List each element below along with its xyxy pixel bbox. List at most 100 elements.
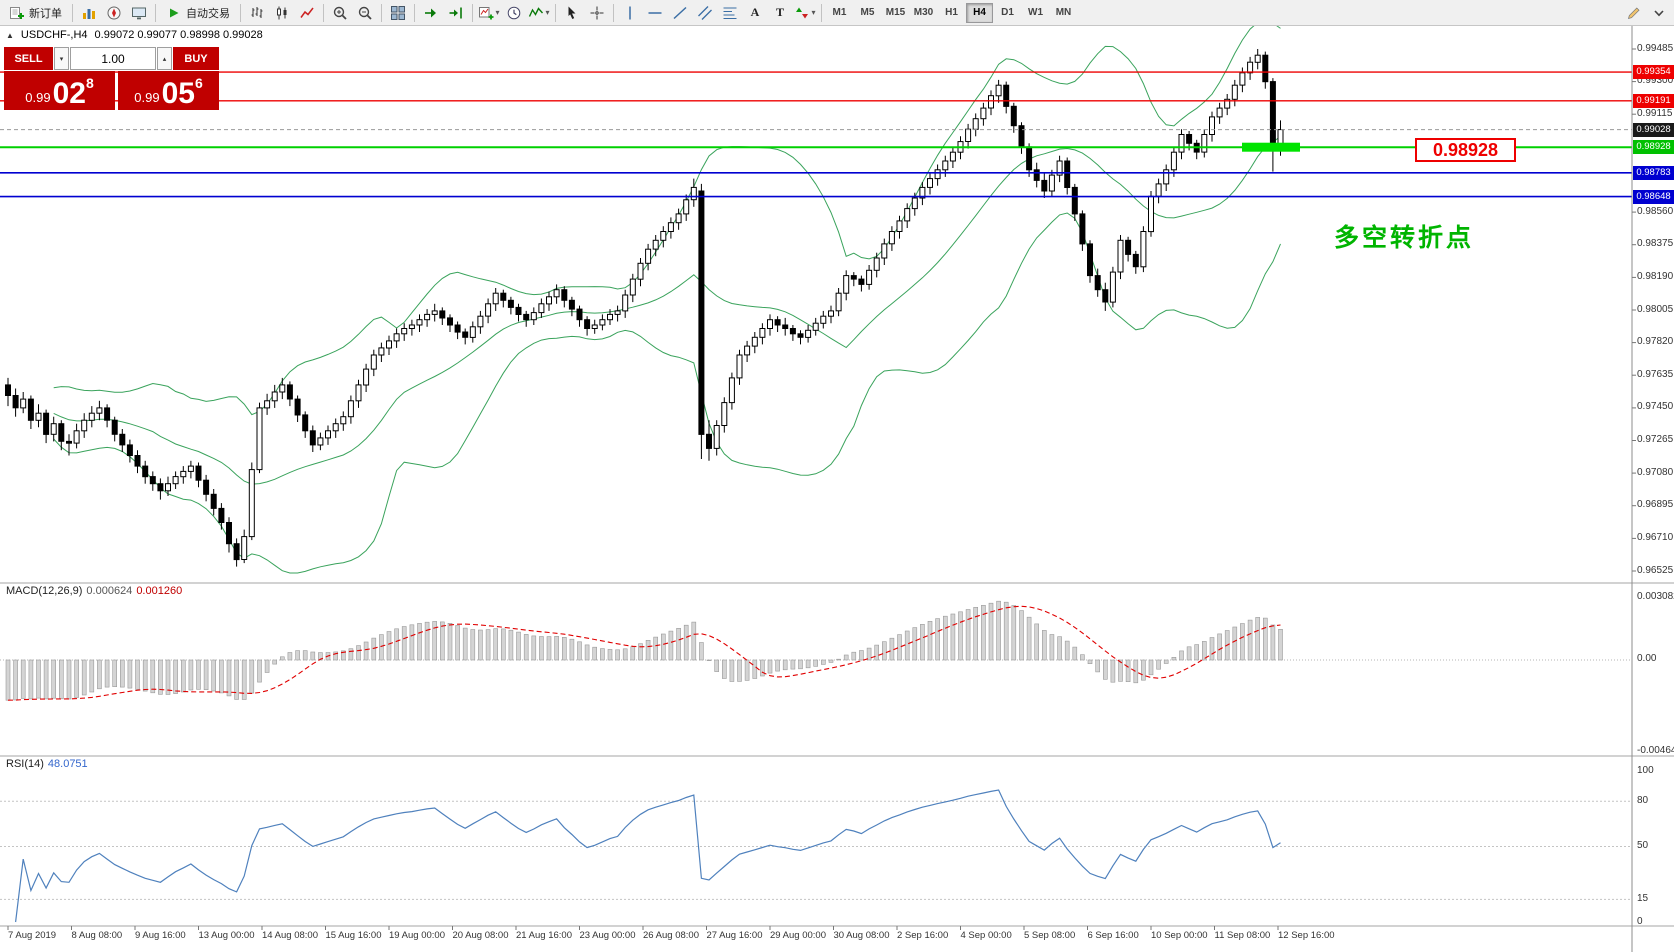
toolbar-separator (613, 3, 614, 22)
auto-scroll-button[interactable] (419, 2, 443, 24)
volume-input[interactable] (70, 47, 156, 70)
date-axis-label: 5 Sep 08:00 (1024, 930, 1076, 941)
timeframe-w1[interactable]: W1 (1028, 7, 1043, 18)
macd-pane[interactable] (0, 600, 1632, 701)
vertical-line-button[interactable] (618, 2, 642, 24)
volume-increase-button[interactable]: ▴ (157, 47, 172, 70)
new-chart-button[interactable]: ▾ (477, 2, 501, 24)
text-label-button[interactable]: T (768, 2, 792, 24)
line-chart-icon (299, 5, 315, 21)
zoom-in-button[interactable] (328, 2, 352, 24)
crosshair-button[interactable] (585, 2, 609, 24)
toolbar-separator (155, 3, 156, 22)
rsi-pane[interactable] (0, 789, 1632, 923)
trendline-icon (672, 5, 688, 21)
candle (492, 292, 499, 305)
candle (828, 310, 834, 317)
text-button[interactable]: A (743, 2, 767, 24)
arrows-button[interactable]: ▾ (793, 2, 817, 24)
date-axis-label: 2 Sep 16:00 (897, 930, 949, 941)
chart-shift-button[interactable] (444, 2, 468, 24)
candle (393, 333, 400, 342)
text-label-button-glyph: T (775, 5, 784, 19)
price-annotation-box: 0.98928 (1415, 138, 1516, 162)
date-axis-label: 20 Aug 08:00 (452, 930, 509, 941)
price-tag: 0.99028 (1633, 122, 1674, 137)
auto-trading-button[interactable]: 自动交易 (160, 2, 236, 24)
candle (614, 310, 621, 315)
timeframe-mn[interactable]: MN (1055, 7, 1072, 18)
candle (226, 522, 232, 545)
terminal-button[interactable] (127, 2, 151, 24)
zoom-out-button[interactable] (353, 2, 377, 24)
candlestick-chart-button[interactable] (270, 2, 294, 24)
horizontal-line-button[interactable] (643, 2, 667, 24)
candle (378, 347, 385, 356)
chart-shift-icon (448, 5, 464, 21)
macd-indicator-label: MACD(12,26,9) 0.000624 0.001260 (6, 585, 183, 597)
new-order-button[interactable]: 新订单 (3, 2, 68, 24)
candle (88, 412, 95, 421)
fibonacci-button[interactable] (718, 2, 742, 24)
channel-button[interactable] (693, 2, 717, 24)
sell-price-display[interactable]: 0.99 02 8 (4, 71, 115, 110)
timeframe-m5[interactable]: M5 (860, 7, 875, 18)
candle (546, 296, 552, 305)
price-tag: 0.99191 (1633, 93, 1674, 108)
timeframe-m15[interactable]: M15 (885, 7, 906, 18)
edit-toolbar-button[interactable] (1622, 2, 1646, 24)
candle (1201, 134, 1208, 153)
tile-windows-button[interactable] (386, 2, 410, 24)
volume-decrease-button[interactable]: ▾ (54, 47, 69, 70)
candle (271, 391, 278, 402)
candle (759, 328, 766, 338)
candle (713, 425, 720, 449)
candle (1079, 213, 1086, 245)
buy-price-display[interactable]: 0.99 05 6 (118, 71, 219, 110)
candle (332, 423, 339, 432)
timeframe-m1[interactable]: M1 (832, 7, 847, 18)
candle (1148, 195, 1154, 233)
candle (530, 312, 537, 321)
line-chart-button[interactable] (295, 2, 319, 24)
sell-button[interactable]: SELL (4, 47, 53, 70)
market-watch-button[interactable] (77, 2, 101, 24)
candle (1216, 107, 1223, 118)
candle (667, 222, 674, 232)
date-axis-label: 11 Sep 08:00 (1214, 930, 1271, 941)
main-price-pane[interactable] (0, 26, 1632, 574)
timeframe-m30[interactable]: M30 (913, 7, 934, 18)
cycles-button[interactable] (502, 2, 526, 24)
candle (599, 319, 606, 326)
timeframe-h4[interactable]: H4 (966, 2, 993, 23)
candle (576, 308, 583, 321)
navigator-button[interactable] (102, 2, 126, 24)
cursor-button[interactable] (560, 2, 584, 24)
candle (1048, 174, 1055, 192)
buy-button[interactable]: BUY (173, 47, 219, 70)
bar-chart-button[interactable] (245, 2, 269, 24)
macd-axis-label: 0.003082 (1637, 591, 1674, 602)
candle (675, 213, 682, 224)
macd-axis-label: 0.00 (1637, 653, 1657, 664)
candle (1087, 243, 1093, 277)
oct-collapse-icon[interactable]: ▲ (6, 30, 14, 40)
toolbar-overflow-button[interactable] (1647, 2, 1671, 24)
candle (1209, 116, 1215, 136)
candle (1163, 169, 1170, 185)
candle (370, 354, 377, 370)
candle (119, 433, 126, 446)
price-axis-label: 0.98190 (1637, 270, 1674, 282)
timeframe-h1[interactable]: H1 (945, 7, 958, 18)
dropdown-arrow-icon: ▾ (811, 8, 816, 17)
candle (972, 118, 979, 130)
candle (157, 483, 164, 492)
chart-canvas[interactable] (0, 26, 1674, 952)
trendline-button[interactable] (668, 2, 692, 24)
candle (1109, 271, 1116, 303)
timeframe-d1[interactable]: D1 (1001, 7, 1014, 18)
indicators-button[interactable]: ▾ (527, 2, 551, 24)
candle (1064, 160, 1071, 188)
candle (896, 220, 903, 232)
price-tag: 0.98783 (1633, 165, 1674, 180)
